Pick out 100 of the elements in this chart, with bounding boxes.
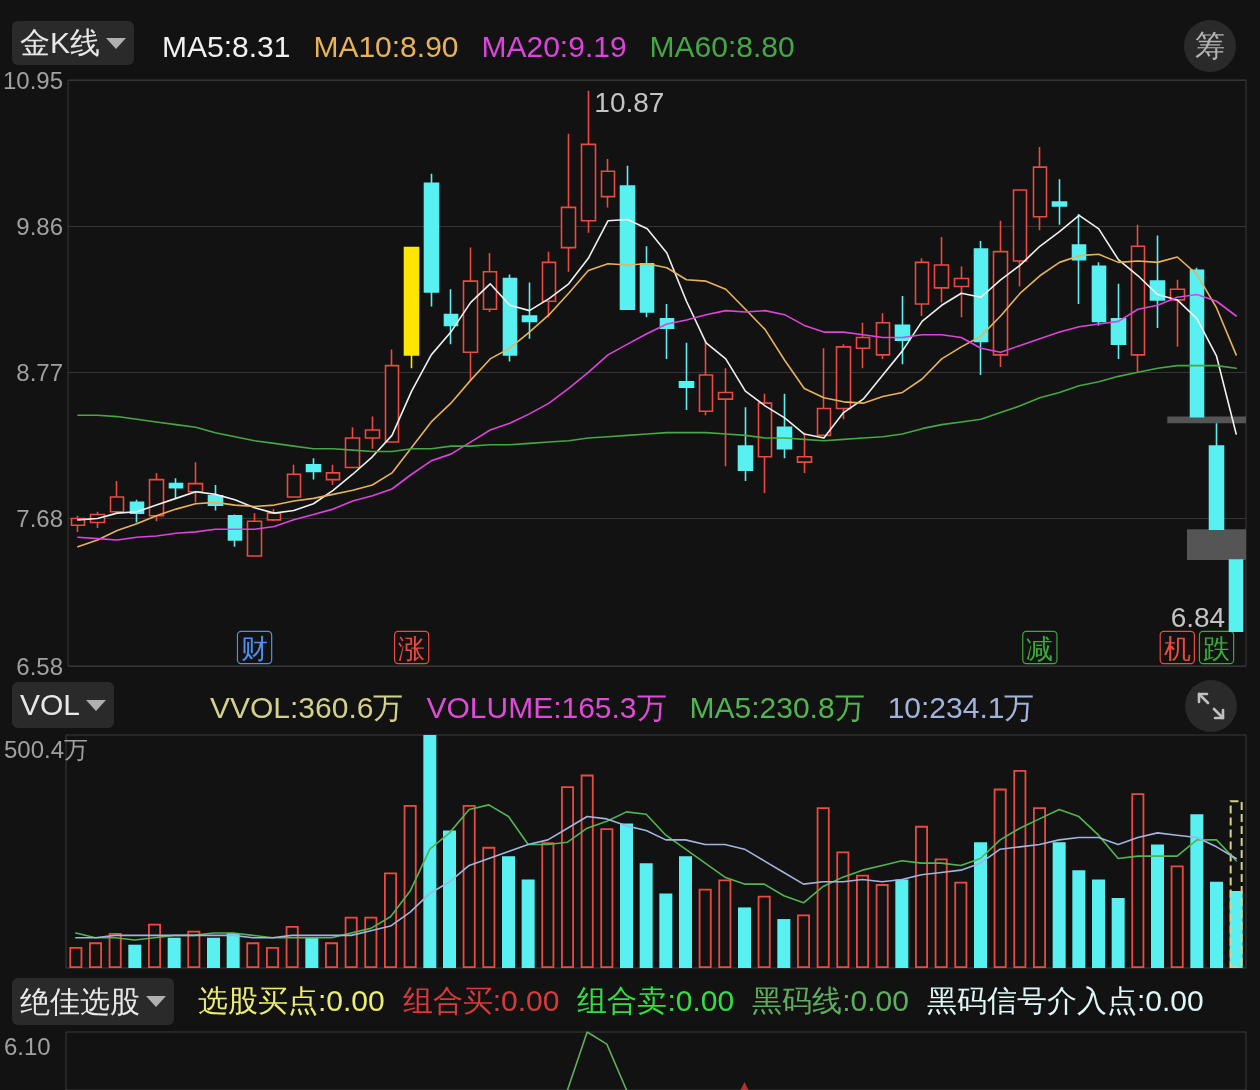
- bar: [777, 919, 791, 968]
- bar: [718, 879, 732, 968]
- bar: [521, 879, 535, 968]
- candlestick: [384, 348, 400, 443]
- candlestick: [894, 295, 911, 366]
- bar: [246, 942, 260, 968]
- candlestick: [678, 342, 695, 411]
- bar: [187, 930, 201, 968]
- bar: [580, 774, 594, 968]
- candlestick: [246, 512, 263, 557]
- bar: [875, 884, 889, 968]
- bar: [1170, 865, 1184, 968]
- bar: [738, 907, 751, 968]
- line-series: [77, 253, 1237, 548]
- bar: [1190, 814, 1204, 968]
- bar: [1072, 870, 1086, 968]
- line-series: [77, 364, 1237, 453]
- bar: [1151, 844, 1164, 968]
- candlestick: [953, 265, 970, 319]
- bar: [69, 947, 83, 968]
- bar: [974, 842, 987, 968]
- candlestick: [816, 347, 832, 437]
- chart-title: 金K线: [20, 26, 101, 60]
- text: 选股买点:0.00: [198, 984, 385, 1018]
- bar: [816, 807, 830, 968]
- candlestick: [717, 367, 734, 467]
- bar: [1013, 769, 1027, 968]
- bar: [836, 851, 850, 968]
- bar: [423, 735, 437, 968]
- candlestick: [737, 406, 754, 482]
- candlestick: [600, 158, 616, 209]
- annotation: 财: [241, 633, 269, 664]
- bar: [698, 888, 712, 968]
- y-tick-label: 8.77: [16, 358, 64, 386]
- text: MA5:8.31: [162, 29, 291, 63]
- candlestick: [148, 472, 165, 522]
- candlestick: [1071, 213, 1087, 305]
- annotation: 10.87: [594, 87, 665, 119]
- candlestick: [227, 513, 243, 548]
- candlestick: [698, 340, 714, 417]
- bar: [266, 947, 279, 968]
- annotation: 6.84: [1170, 601, 1226, 633]
- bar: [167, 937, 181, 968]
- text: MA20:9.19: [481, 29, 627, 63]
- bar: [1229, 800, 1243, 968]
- text: MA5:230.8万: [689, 690, 865, 724]
- candlestick: [875, 312, 891, 360]
- text: 黑码线:0.00: [752, 984, 909, 1018]
- chart-title: 绝佳选股: [20, 984, 140, 1019]
- text: 组合买:0.00: [402, 984, 560, 1018]
- candlestick: [168, 477, 184, 500]
- bar: [207, 937, 220, 968]
- bar: [561, 786, 574, 968]
- bar: [1052, 842, 1066, 968]
- candlestick: [109, 480, 125, 514]
- candlestick: [364, 415, 381, 450]
- text: 6.10: [4, 1032, 51, 1060]
- bar: [305, 937, 319, 968]
- candlestick: [1189, 266, 1205, 418]
- bar: [226, 933, 240, 968]
- bar: [128, 944, 142, 968]
- candlestick: [992, 220, 1009, 368]
- candlestick: [403, 246, 420, 370]
- annotation: 减: [1026, 633, 1054, 664]
- series-label: VOLUME:165.3万: [426, 690, 667, 724]
- bar: [620, 823, 633, 968]
- bar: [364, 916, 378, 968]
- bar: [285, 926, 299, 968]
- round-button: 筹: [1184, 20, 1236, 72]
- bar: [954, 881, 968, 968]
- candlestick: [482, 252, 498, 313]
- candlestick: [639, 245, 655, 319]
- candlestick: [443, 288, 459, 345]
- bar: [482, 846, 496, 968]
- annotation: 涨: [398, 633, 426, 664]
- bar: [600, 828, 614, 968]
- bar: [1210, 881, 1223, 968]
- candlestick: [580, 89, 597, 234]
- candlestick: [1110, 283, 1127, 360]
- bar: [1111, 898, 1125, 968]
- text: MA60:8.80: [649, 29, 795, 63]
- bar: [403, 804, 417, 968]
- annotation: 机: [1163, 633, 1191, 664]
- bar: [856, 874, 869, 968]
- candlestick: [344, 426, 361, 469]
- candlestick: [855, 321, 871, 370]
- candlestick: [1130, 224, 1146, 374]
- bar: [993, 788, 1007, 968]
- candlestick: [325, 464, 341, 486]
- candlestick: [776, 392, 793, 459]
- candlestick: [1228, 559, 1244, 632]
- bar: [148, 923, 161, 968]
- bar: [344, 916, 358, 968]
- text: 黑码信号介入点:0.00: [926, 984, 1204, 1018]
- line-series: [77, 214, 1237, 521]
- candlestick: [286, 464, 302, 498]
- bar: [1033, 807, 1046, 968]
- candlestick: [933, 236, 950, 304]
- candlestick: [423, 173, 440, 308]
- text: 10:234.1万: [887, 690, 1035, 724]
